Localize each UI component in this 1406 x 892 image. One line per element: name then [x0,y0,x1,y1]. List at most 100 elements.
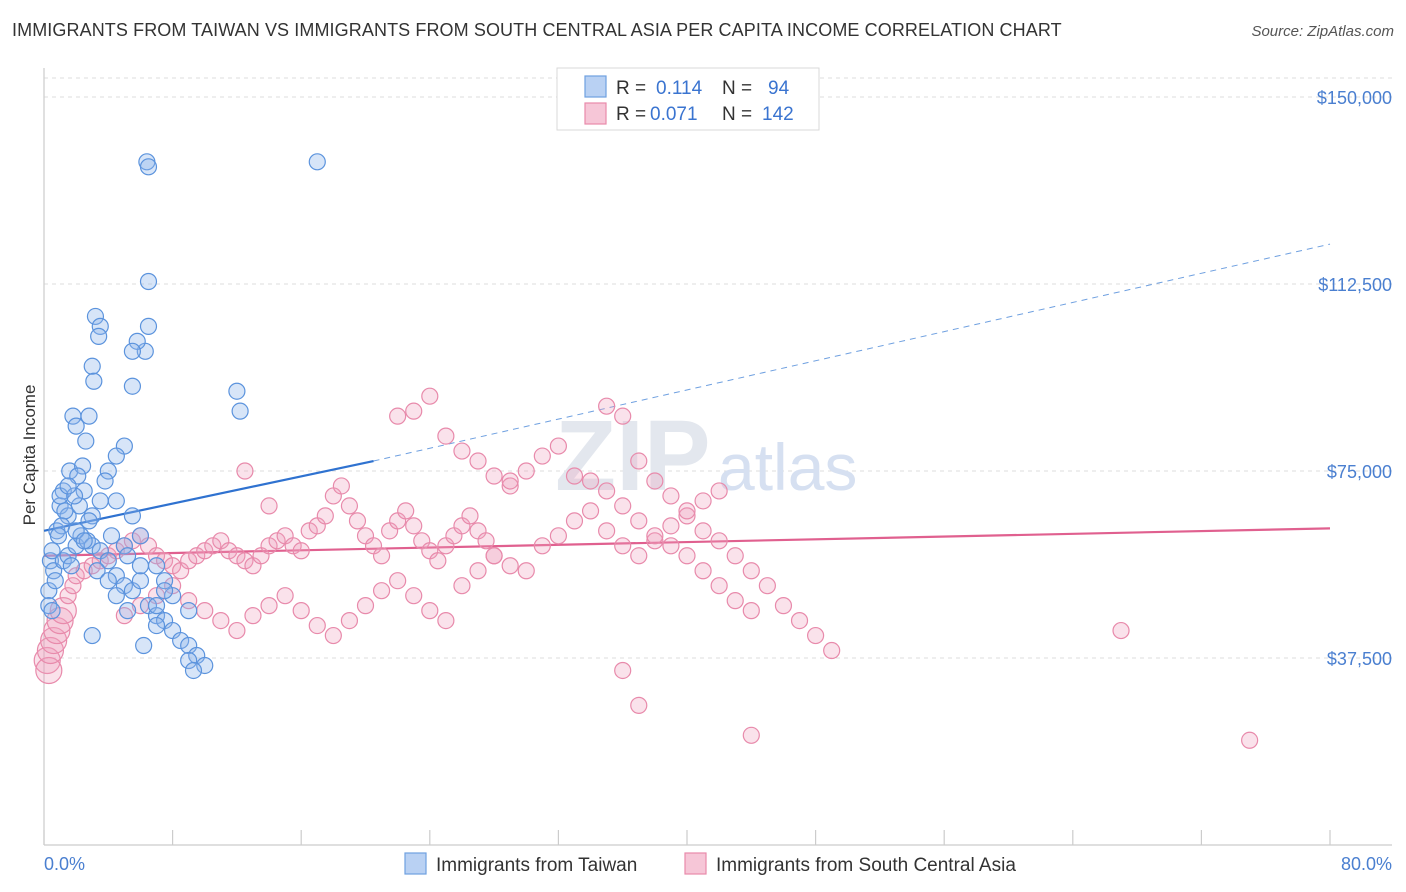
taiwan-point [85,372,103,390]
south-central-asia-point [276,587,294,605]
taiwan-point [102,527,121,545]
source-label: Source: ZipAtlas.com [1251,23,1394,40]
taiwan-point [155,572,174,590]
south-central-asia-point [662,537,680,555]
south-central-asia-point [614,537,632,555]
taiwan-point [107,447,125,465]
south-central-asia-point [316,507,334,525]
x-tick-label-left: 0.0% [44,854,85,874]
taiwan-point [123,342,142,360]
taiwan-point [40,582,58,600]
south-central-asia-point [565,467,584,485]
south-central-asia-point [501,557,519,575]
south-central-asia-point [437,427,455,445]
south-central-asia-point [372,547,391,565]
south-central-asia-point [260,497,278,515]
south-central-asia-point [662,517,680,535]
south-central-asia-point [421,602,439,620]
taiwan-point [83,626,101,645]
taiwan-point [96,472,114,490]
legend-n-value-south-central-asia: 142 [762,104,794,125]
taiwan-point [131,557,150,575]
south-central-asia-point [485,547,503,565]
taiwan-point [86,307,105,326]
taiwan-point [147,557,166,575]
taiwan-point [77,432,95,450]
south-central-asia-point [236,462,254,480]
south-central-asia-point [485,467,503,485]
south-central-asia-point [710,577,728,595]
south-central-asia-point [662,487,680,505]
south-central-asia-point [437,611,455,630]
south-central-asia-point [806,626,825,645]
south-central-asia-point [429,552,447,570]
taiwan-point [180,602,198,620]
taiwan-point [75,482,93,500]
south-central-asia-point [533,537,551,555]
taiwan-point [99,552,117,570]
taiwan-point [91,492,109,510]
south-central-asia-point [469,452,487,470]
taiwan-point [107,587,125,605]
south-central-asia-point [35,656,63,685]
taiwan-point [107,492,125,510]
taiwan-point [184,661,203,680]
taiwan-point [59,477,77,495]
bottom-legend-label-south-central-asia: Immigrants from South Central Asia [716,855,1016,876]
south-central-asia-point [1112,621,1130,640]
stats-legend: R = 0.114 N = 94 R = 0.071 N = 142 [556,67,820,131]
taiwan-point [49,527,68,545]
south-central-asia-point [477,532,495,550]
south-central-asia-point [405,402,423,420]
south-central-asia-point [726,592,744,610]
south-central-asia-point [694,522,712,540]
south-central-asia-point [332,477,350,495]
south-central-asia-point [405,587,423,605]
taiwan-point [228,382,246,400]
south-central-asia-point [598,482,616,500]
taiwan-point [118,547,137,565]
south-central-asia-point [348,512,367,530]
south-central-asia-point [581,472,600,490]
south-central-asia-point [646,532,664,550]
south-central-asia-point [180,592,198,610]
south-central-asia-point [774,597,793,615]
trend-line-taiwan-extension [373,243,1331,462]
taiwan-point [128,332,146,350]
taiwan-point [123,377,142,395]
taiwan-point [83,357,101,375]
south-central-asia-point [59,587,77,605]
chart-title: IMMIGRANTS FROM TAIWAN VS IMMIGRANTS FRO… [12,20,1062,40]
south-central-asia-point [598,522,616,540]
south-central-asia-point [549,527,568,545]
bottom-legend-swatch-taiwan [404,852,427,875]
south-central-asia-point [244,607,262,625]
south-central-asia-point [823,641,841,660]
south-central-asia-point [614,407,632,425]
legend-swatch-south-central-asia [584,102,607,125]
taiwan-point [73,457,92,475]
south-central-asia-point [1241,731,1259,749]
y-tick-label: $37,500 [1327,649,1392,669]
axes [43,68,1392,846]
south-central-asia-point [565,512,584,530]
south-central-asia-point [453,577,471,595]
south-central-asia-point [389,572,407,590]
legend-n-label-south-central-asia: N = [722,104,752,125]
y-axis-label: Per Capita Income [20,385,39,526]
x-tick-label-right: 80.0% [1341,854,1392,874]
legend-n-label-taiwan: N = [722,78,752,99]
south-central-asia-point [726,547,744,565]
south-central-asia-point [115,607,133,625]
legend-r-value-south-central-asia: 0.071 [650,104,698,125]
taiwan-point [231,402,249,420]
taiwan-point [80,512,98,530]
south-central-asia-point [614,497,632,515]
south-central-asia-point [549,437,568,455]
bottom-legend-label-taiwan: Immigrants from Taiwan [436,855,637,876]
south-central-asia-point [694,492,712,510]
south-central-asia-point [630,452,648,470]
taiwan-point [83,507,101,525]
south-central-asia-point [646,472,664,490]
